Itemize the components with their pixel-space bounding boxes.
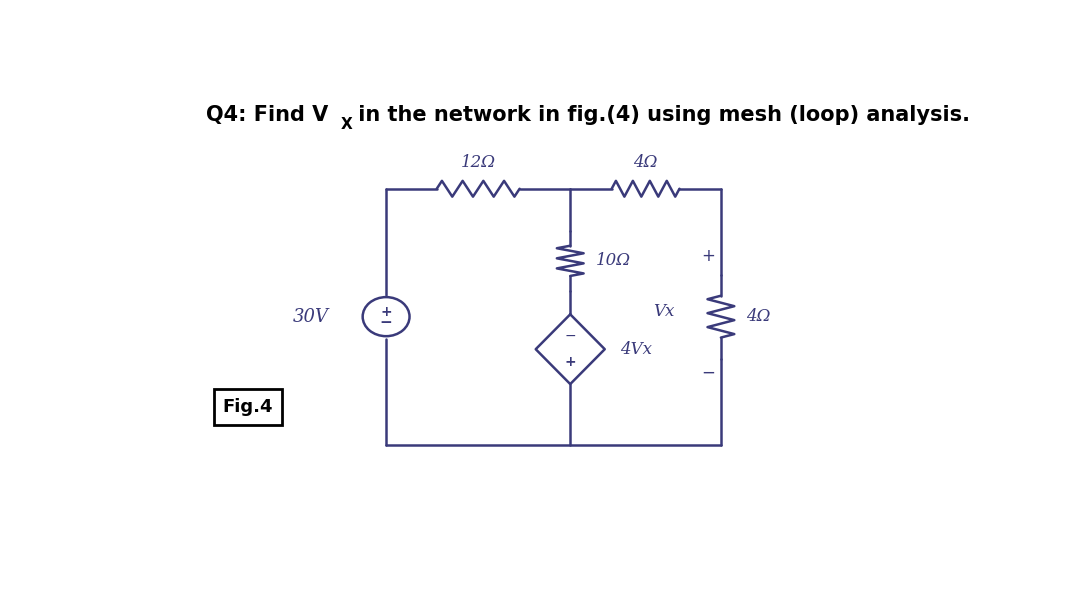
Text: +: + [701, 247, 715, 265]
Text: Fig.4: Fig.4 [222, 398, 273, 416]
Text: −: − [380, 315, 392, 330]
Text: in the network in fig.(4) using mesh (loop) analysis.: in the network in fig.(4) using mesh (lo… [351, 105, 970, 125]
Text: X: X [341, 117, 353, 132]
Text: −: − [565, 329, 576, 343]
Text: 4Ω: 4Ω [633, 154, 658, 171]
Text: 10Ω: 10Ω [595, 252, 631, 269]
Text: 30V: 30V [293, 307, 329, 326]
Text: 12Ω: 12Ω [461, 154, 496, 171]
Text: +: + [380, 305, 392, 319]
Text: Q4: Find V: Q4: Find V [206, 105, 328, 125]
Text: +: + [565, 356, 576, 370]
Text: 4Vx: 4Vx [620, 341, 652, 358]
Text: Vx: Vx [653, 303, 675, 321]
Text: −: − [701, 364, 715, 382]
Text: 4Ω: 4Ω [746, 308, 770, 325]
